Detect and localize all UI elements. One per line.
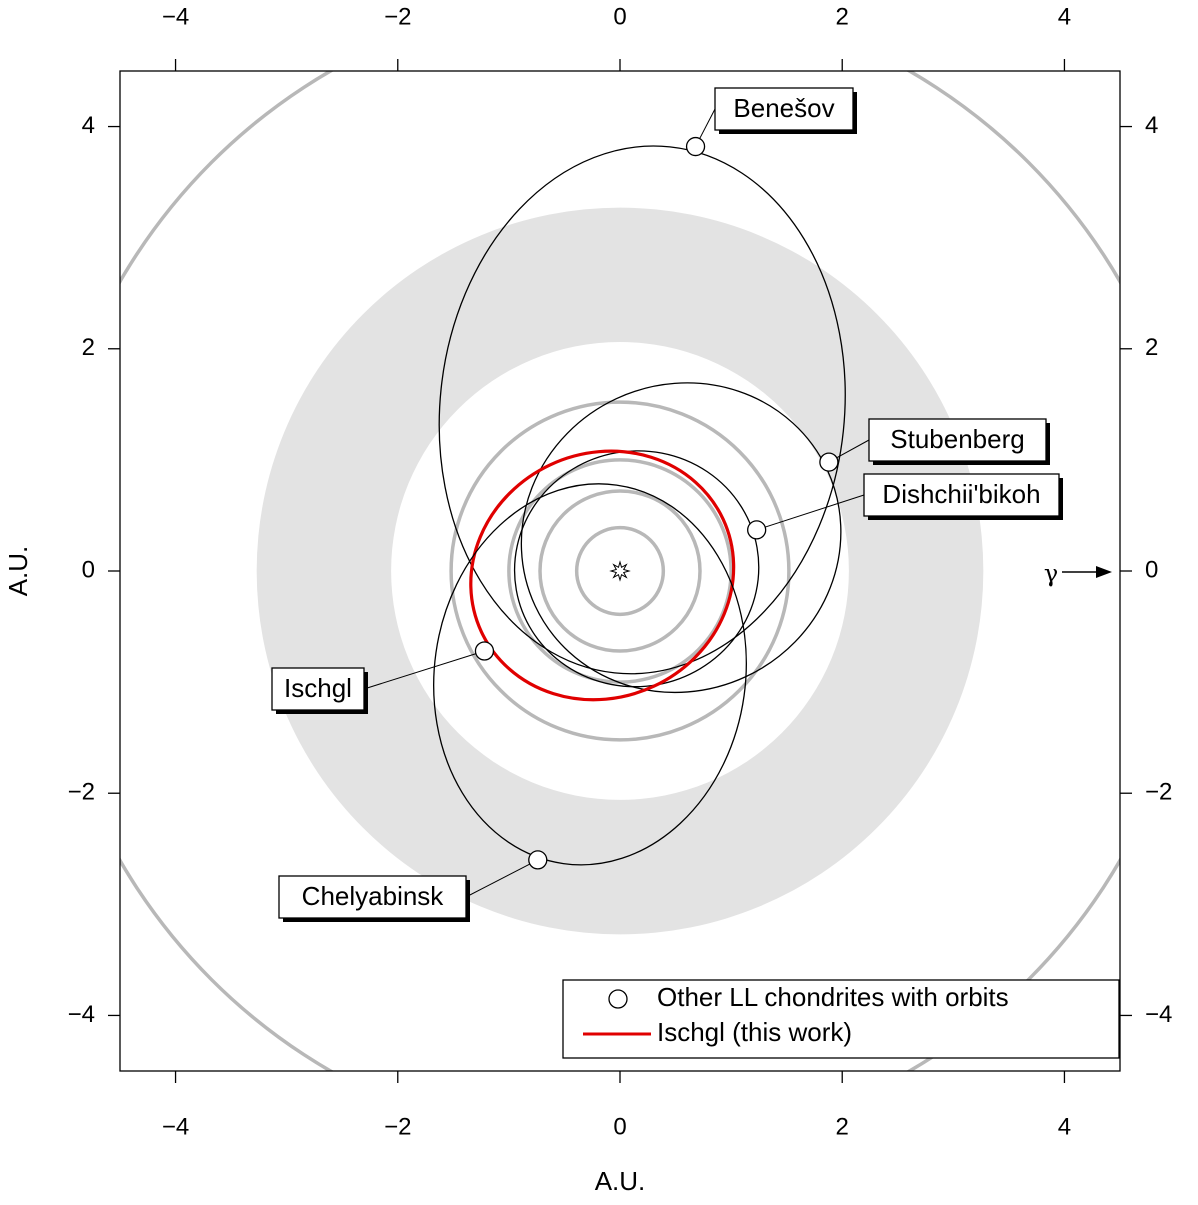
- planet-orbit: [538, 489, 702, 653]
- meteorite-position: [819, 452, 839, 472]
- meteorite-position: [528, 850, 548, 870]
- orbit-label: Ischgl: [284, 673, 352, 703]
- label-box: [271, 667, 365, 711]
- label-box: [714, 87, 854, 131]
- y-tick-label: 2: [82, 334, 95, 361]
- x-tick-label: 0: [613, 1113, 626, 1140]
- meteorite-orbit: [433, 483, 747, 866]
- x-tick-label: −2: [384, 1113, 411, 1140]
- y-tick-label: 0: [1145, 556, 1158, 583]
- legend-label: Other LL chondrites with orbits: [657, 982, 1009, 1012]
- meteorite-position: [685, 136, 706, 157]
- x-tick-label: −4: [162, 1113, 189, 1140]
- y-tick-label: −2: [68, 779, 95, 806]
- arrow-head: [1096, 566, 1112, 578]
- planet-orbit: [449, 400, 791, 742]
- legend-label: Ischgl (this work): [657, 1017, 852, 1047]
- asteroid-belt: [256, 207, 984, 935]
- y-tick-label: 4: [82, 112, 95, 139]
- meteorite-position: [474, 641, 495, 661]
- planet-orbit: [574, 525, 666, 617]
- y-axis-label: A.U.: [3, 546, 33, 597]
- x-tick-label: 0: [613, 3, 626, 30]
- y-tick-label: −2: [1145, 779, 1172, 806]
- meteorite-position: [747, 520, 767, 540]
- x-tick-label: −2: [384, 3, 411, 30]
- label-box: [868, 418, 1047, 462]
- orbit-label: Benešov: [733, 93, 834, 123]
- x-tick-label: 4: [1058, 1113, 1071, 1140]
- label-box: [863, 473, 1060, 517]
- x-tick-label: 2: [836, 3, 849, 30]
- y-tick-label: 2: [1145, 334, 1158, 361]
- legend-marker: [608, 989, 628, 1009]
- leader-line: [756, 494, 865, 531]
- x-tick-label: 2: [836, 1113, 849, 1140]
- legend-box: [562, 979, 1120, 1059]
- x-axis-label: A.U.: [595, 1166, 646, 1196]
- y-tick-label: −4: [68, 1001, 95, 1028]
- plot-area: [120, 71, 1120, 1071]
- label-box: [278, 875, 467, 919]
- orbit-label: Dishchii'bikoh: [882, 479, 1040, 509]
- orbit-label: Chelyabinsk: [302, 881, 445, 911]
- meteorite-orbit: [469, 449, 736, 702]
- y-tick-label: 0: [82, 556, 95, 583]
- y-tick-label: 4: [1145, 112, 1158, 139]
- leader-line: [363, 650, 485, 690]
- x-tick-label: 4: [1058, 3, 1071, 30]
- vernal-equinox-label: γ: [1044, 560, 1058, 588]
- leader-line: [465, 859, 539, 898]
- x-tick-label: −4: [162, 3, 189, 30]
- orbit-label: Stubenberg: [890, 424, 1024, 454]
- y-tick-label: −4: [1145, 1001, 1172, 1028]
- sun: [609, 560, 631, 582]
- meteorite-orbit: [438, 145, 846, 675]
